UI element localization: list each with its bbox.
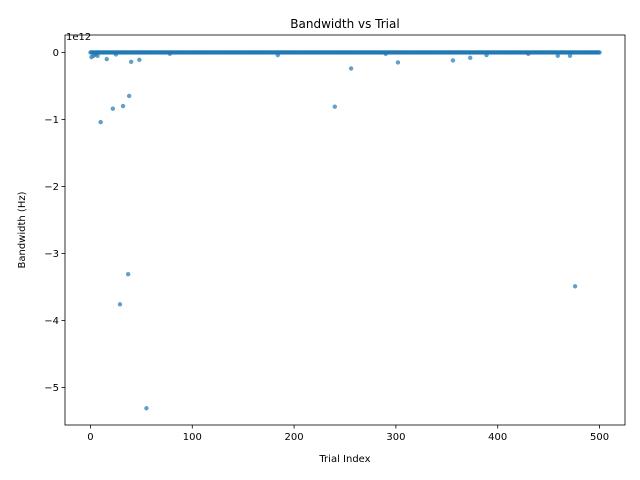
x-tick-label: 0: [87, 432, 93, 443]
data-point-outlier: [383, 51, 388, 56]
data-point-outlier: [128, 59, 134, 65]
data-point-outlier: [144, 406, 149, 411]
x-tick-label: 100: [183, 432, 202, 443]
data-point-outlier: [117, 302, 123, 307]
x-tick-label: 200: [285, 432, 304, 443]
data-point-outlier: [125, 272, 131, 277]
data-point-outlier: [468, 55, 473, 60]
data-point-outlier: [126, 93, 132, 99]
chart-title: Bandwidth vs Trial: [290, 17, 399, 31]
plot-frame: [64, 34, 626, 426]
data-point: [597, 50, 602, 55]
data-point-outlier: [332, 104, 338, 109]
y-tick-label: −1: [44, 115, 59, 126]
data-point-outlier: [104, 56, 109, 62]
x-tick-label: 500: [590, 432, 609, 443]
data-point-outlier: [572, 284, 578, 289]
data-point-outlier: [167, 51, 173, 56]
y-tick-label: 0: [53, 48, 59, 59]
data-point-outlier: [137, 57, 142, 62]
data-point-outlier: [113, 52, 119, 57]
y-tick-label: −5: [44, 383, 59, 394]
y-tick-label: −2: [44, 182, 59, 193]
data-point-outlier: [450, 58, 456, 63]
x-tick-label: 400: [488, 432, 507, 443]
x-axis-label: Trial Index: [318, 454, 370, 465]
data-point-outlier: [120, 103, 126, 109]
y-tick-label: −4: [44, 316, 59, 327]
data-point-outlier: [95, 53, 100, 58]
y-axis: 0 −1 −2 −3 −4 −5: [44, 48, 65, 394]
data-point-outlier: [348, 66, 354, 71]
data-point-outlier: [526, 51, 531, 56]
data-point-outlier: [395, 60, 401, 65]
data-point-outlier: [110, 106, 116, 111]
x-tick-label: 300: [386, 432, 405, 443]
y-scale-factor: 1e12: [66, 32, 91, 43]
y-axis-label: Bandwidth (Hz): [17, 191, 28, 268]
data-point-outlier: [567, 53, 573, 58]
data-point-outlier: [275, 52, 280, 58]
data-point-outlier: [555, 53, 560, 58]
data-points: [88, 50, 602, 411]
data-point-outlier: [98, 119, 103, 125]
data-point-outlier: [484, 52, 489, 58]
x-axis: 0 100 200 300 400 500: [87, 425, 609, 443]
y-tick-label: −3: [44, 249, 59, 260]
